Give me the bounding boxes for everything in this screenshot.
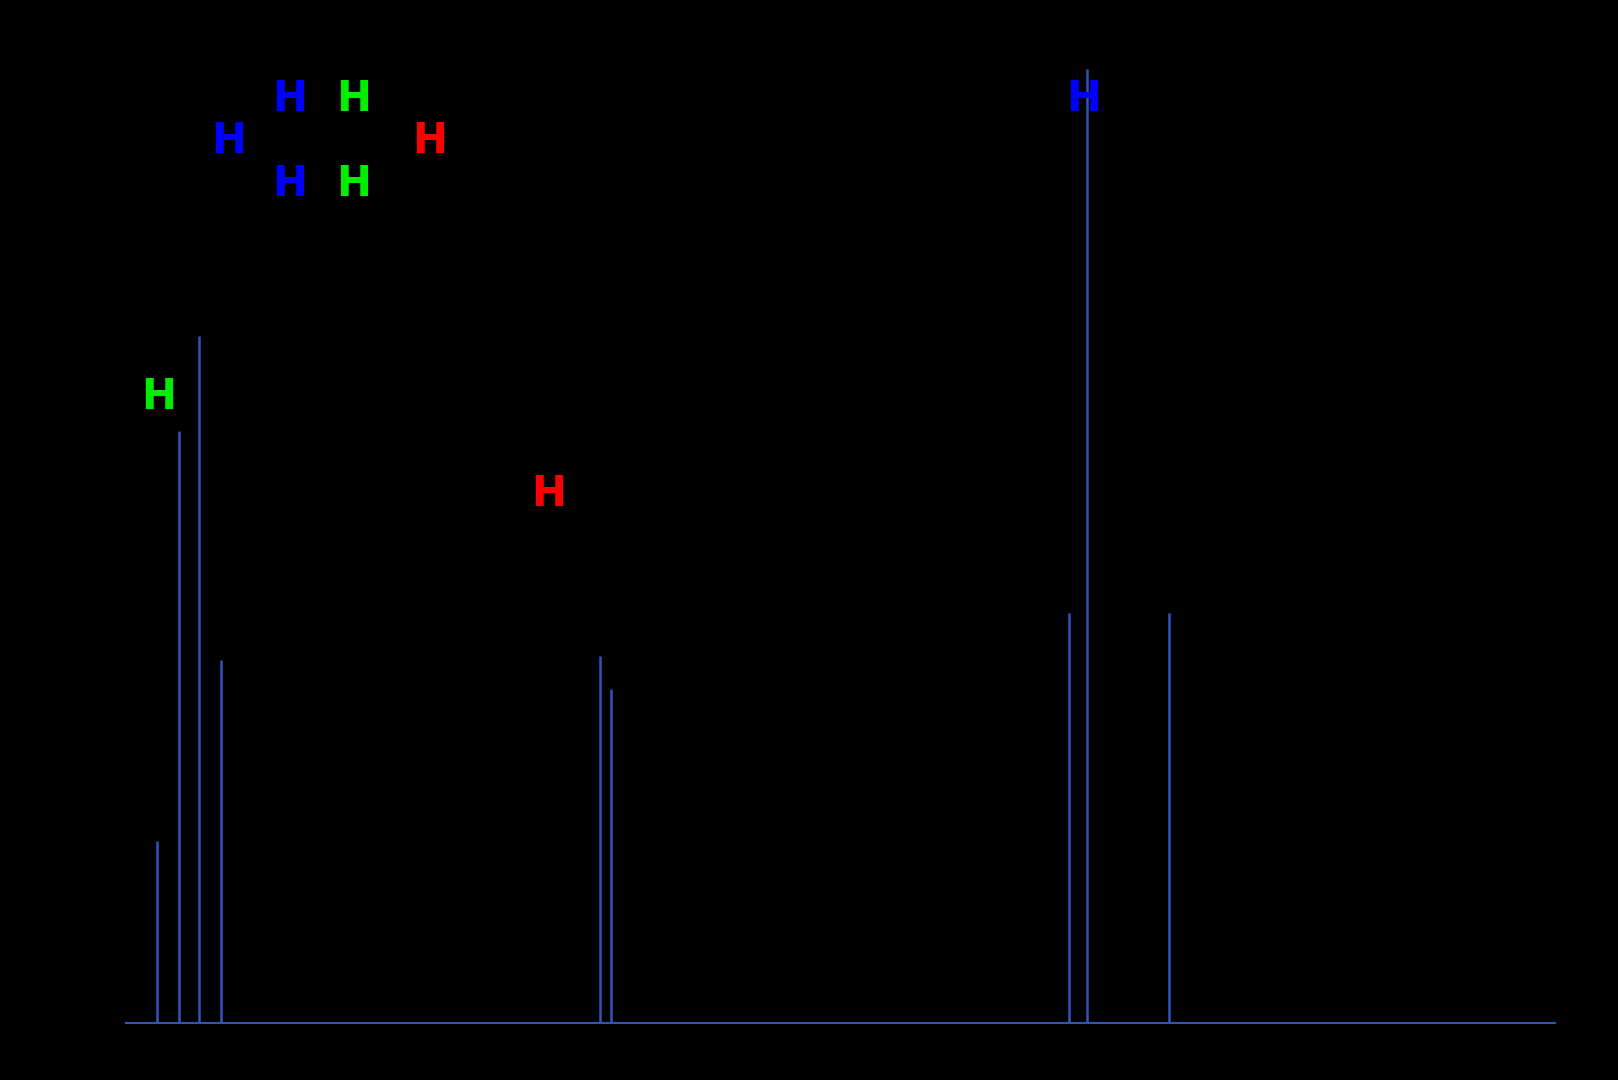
- Text: H: H: [413, 120, 447, 162]
- Text: H: H: [337, 78, 371, 120]
- Text: H: H: [141, 376, 176, 418]
- Text: H: H: [531, 473, 566, 515]
- Text: H: H: [212, 120, 246, 162]
- Text: H: H: [272, 163, 307, 205]
- Text: H: H: [1066, 78, 1102, 120]
- Text: H: H: [272, 78, 307, 120]
- Text: H: H: [337, 163, 371, 205]
